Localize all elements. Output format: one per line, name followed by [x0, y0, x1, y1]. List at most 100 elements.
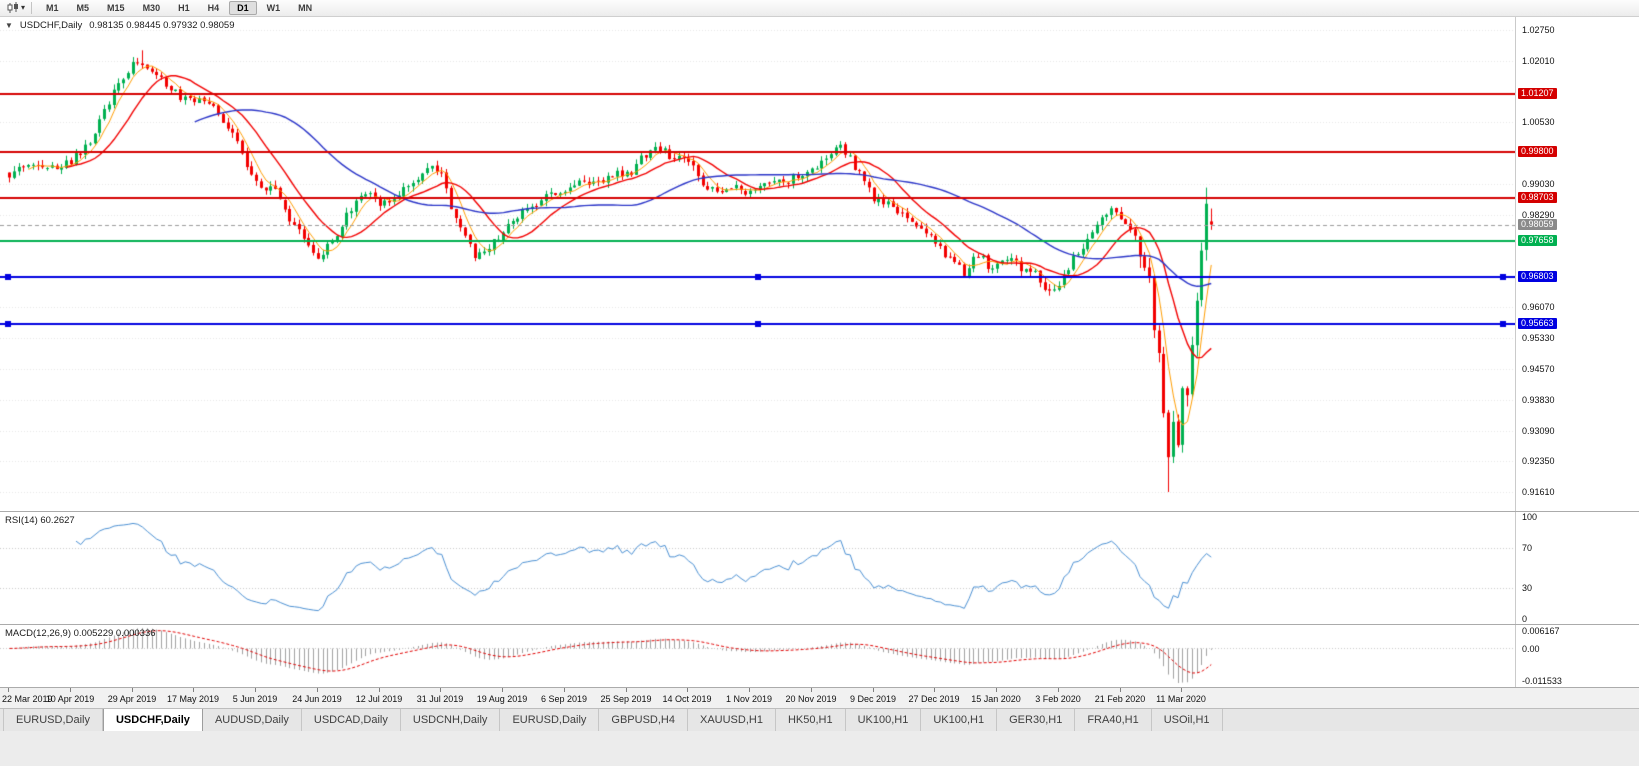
chart-tab-fra40-h1[interactable]: FRA40,H1 — [1075, 709, 1152, 731]
timeframe-button-m5[interactable]: M5 — [76, 3, 90, 13]
chart-tab-usdcnh-daily[interactable]: USDCNH,Daily — [401, 709, 501, 731]
chart-tab-label: USOil,H1 — [1163, 714, 1210, 726]
chart-tab-label: FRA40,H1 — [1087, 714, 1139, 726]
macd-scale-label: 0.00 — [1522, 644, 1540, 654]
time-tick — [1058, 688, 1059, 692]
price-tick: 0.95330 — [1522, 333, 1555, 343]
date-label: 29 Apr 2019 — [107, 694, 157, 704]
date-label: 25 Sep 2019 — [600, 694, 652, 704]
rsi-scale-label: 0 — [1522, 614, 1528, 624]
chart-tab-label: EURUSD,Daily — [16, 714, 90, 726]
macd-panel: MACD(12,26,9) 0.005229 0.000336 0.006167… — [0, 625, 1639, 687]
chart-tab-audusd-daily[interactable]: AUDUSD,Daily — [203, 709, 302, 731]
chart-tab-label: EURUSD,Daily — [512, 714, 587, 726]
timeframe-button-m15[interactable]: M15 — [107, 3, 125, 13]
chart-type-dropdown-icon[interactable]: ▾ — [21, 3, 26, 12]
time-tick — [626, 688, 627, 692]
date-label: 20 Nov 2019 — [785, 694, 837, 704]
price-tick: 0.98290 — [1522, 210, 1555, 220]
chart-tab-gbpusd-h4[interactable]: GBPUSD,H4 — [599, 709, 688, 731]
time-tick — [379, 688, 380, 692]
macd-scale-label: -0.011533 — [1522, 676, 1562, 686]
status-bar — [0, 731, 1639, 766]
chart-tab-label: GBPUSD,H4 — [611, 714, 675, 726]
chart-title: ▼ USDCHF,Daily 0.98135 0.98445 0.97932 0… — [5, 20, 235, 31]
macd-indicator-label: MACD(12,26,9) 0.005229 0.000336 — [5, 628, 156, 639]
panel-splitter[interactable] — [0, 624, 1639, 625]
date-label: 22 Mar 2019 — [2, 694, 53, 704]
date-label: 17 May 2019 — [166, 694, 220, 704]
timeframe-button-h4[interactable]: H4 — [207, 3, 220, 13]
date-label: 24 Jun 2019 — [292, 694, 342, 704]
time-tick — [8, 688, 9, 692]
date-label: 19 Aug 2019 — [476, 694, 528, 704]
price-level-badge: 0.98703 — [1518, 192, 1557, 203]
date-label: 21 Feb 2020 — [1094, 694, 1146, 704]
price-level-badge: 0.95663 — [1518, 318, 1557, 329]
date-label: 1 Nov 2019 — [725, 694, 773, 704]
date-label: 10 Apr 2019 — [45, 694, 95, 704]
timeframe-button-w1[interactable]: W1 — [266, 3, 281, 13]
chart-type-icon[interactable] — [6, 2, 20, 14]
date-label: 15 Jan 2020 — [971, 694, 1021, 704]
time-tick — [132, 688, 133, 692]
panel-splitter[interactable] — [0, 511, 1639, 512]
timeframe-button-m1[interactable]: M1 — [46, 3, 59, 13]
rsi-indicator-label: RSI(14) 60.2627 — [5, 515, 75, 526]
date-label: 5 Jun 2019 — [232, 694, 278, 704]
timeframe-button-h1[interactable]: H1 — [178, 3, 190, 13]
time-tick — [564, 688, 565, 692]
chart-tab-label: HK50,H1 — [787, 714, 833, 726]
chart-tab-hk50-h1[interactable]: HK50,H1 — [776, 709, 846, 731]
rsi-canvas[interactable] — [0, 512, 1515, 624]
symbol-period-label: USDCHF,Daily — [19, 20, 83, 31]
chart-tab-label: UK100,H1 — [933, 714, 985, 726]
date-label: 6 Sep 2019 — [540, 694, 588, 704]
chart-tab-usoil-h1[interactable]: USOil,H1 — [1152, 709, 1223, 731]
time-tick — [873, 688, 874, 692]
chart-tab-label: USDCAD,Daily — [313, 714, 388, 726]
chart-tab-usdchf-daily[interactable]: USDCHF,Daily — [102, 709, 203, 731]
chart-tab-uk100-h1[interactable]: UK100,H1 — [921, 709, 998, 731]
rsi-scale-label: 30 — [1522, 583, 1533, 593]
time-tick — [317, 688, 318, 692]
timeframe-buttons: M1 M5 M15 M30 H1 H4 D1 W1 MN — [37, 1, 321, 15]
time-tick — [811, 688, 812, 692]
price-scale[interactable]: 1.02750 1.02010 1.00530 0.99030 0.98290 0.960… — [1515, 17, 1639, 511]
main-chart-canvas[interactable] — [0, 17, 1515, 511]
chart-tab-label: UK100,H1 — [857, 714, 909, 726]
chart-tab-usdcad-daily[interactable]: USDCAD,Daily — [302, 709, 401, 731]
price-level-badge: 0.98059 — [1518, 219, 1557, 230]
rsi-scale-label: 70 — [1522, 543, 1533, 553]
one-click-trading-icon[interactable]: ▼ — [5, 21, 13, 30]
time-tick — [996, 688, 997, 692]
time-tick — [687, 688, 688, 692]
macd-canvas[interactable] — [0, 625, 1515, 687]
price-tick: 1.02010 — [1522, 56, 1555, 66]
time-tick — [1120, 688, 1121, 692]
chart-tab-uk100-h1[interactable]: UK100,H1 — [846, 709, 922, 731]
time-scale[interactable]: 22 Mar 2019 10 Apr 2019 29 Apr 2019 17 May … — [0, 687, 1639, 708]
price-tick: 0.92350 — [1522, 456, 1555, 466]
timeframe-button-mn[interactable]: MN — [298, 3, 313, 13]
macd-scale: 0.006167 0.00 -0.011533 — [1515, 625, 1639, 687]
price-tick: 0.96070 — [1522, 302, 1555, 312]
chart-tab-eurusd-daily[interactable]: EURUSD,Daily — [3, 709, 103, 731]
price-panel: ▼ USDCHF,Daily 0.98135 0.98445 0.97932 0… — [0, 17, 1639, 511]
timeframe-button-d1[interactable]: D1 — [229, 1, 257, 15]
time-tick — [440, 688, 441, 692]
price-tick: 0.93090 — [1522, 426, 1555, 436]
rsi-panel: RSI(14) 60.2627 100 70 30 0 — [0, 512, 1639, 624]
chart-tab-ger30-h1[interactable]: GER30,H1 — [997, 709, 1076, 731]
price-level-badge: 0.99800 — [1518, 146, 1557, 157]
timeframe-button-m30[interactable]: M30 — [142, 3, 161, 13]
ohlc-values: 0.98135 0.98445 0.97932 0.98059 — [89, 20, 235, 31]
chart-tab-eurusd-daily[interactable]: EURUSD,Daily — [500, 709, 600, 731]
time-tick — [502, 688, 503, 692]
price-tick: 0.91610 — [1522, 487, 1555, 497]
time-tick — [749, 688, 750, 692]
date-label: 27 Dec 2019 — [908, 694, 960, 704]
time-tick — [255, 688, 256, 692]
chart-tab-xauusd-h1[interactable]: XAUUSD,H1 — [688, 709, 776, 731]
